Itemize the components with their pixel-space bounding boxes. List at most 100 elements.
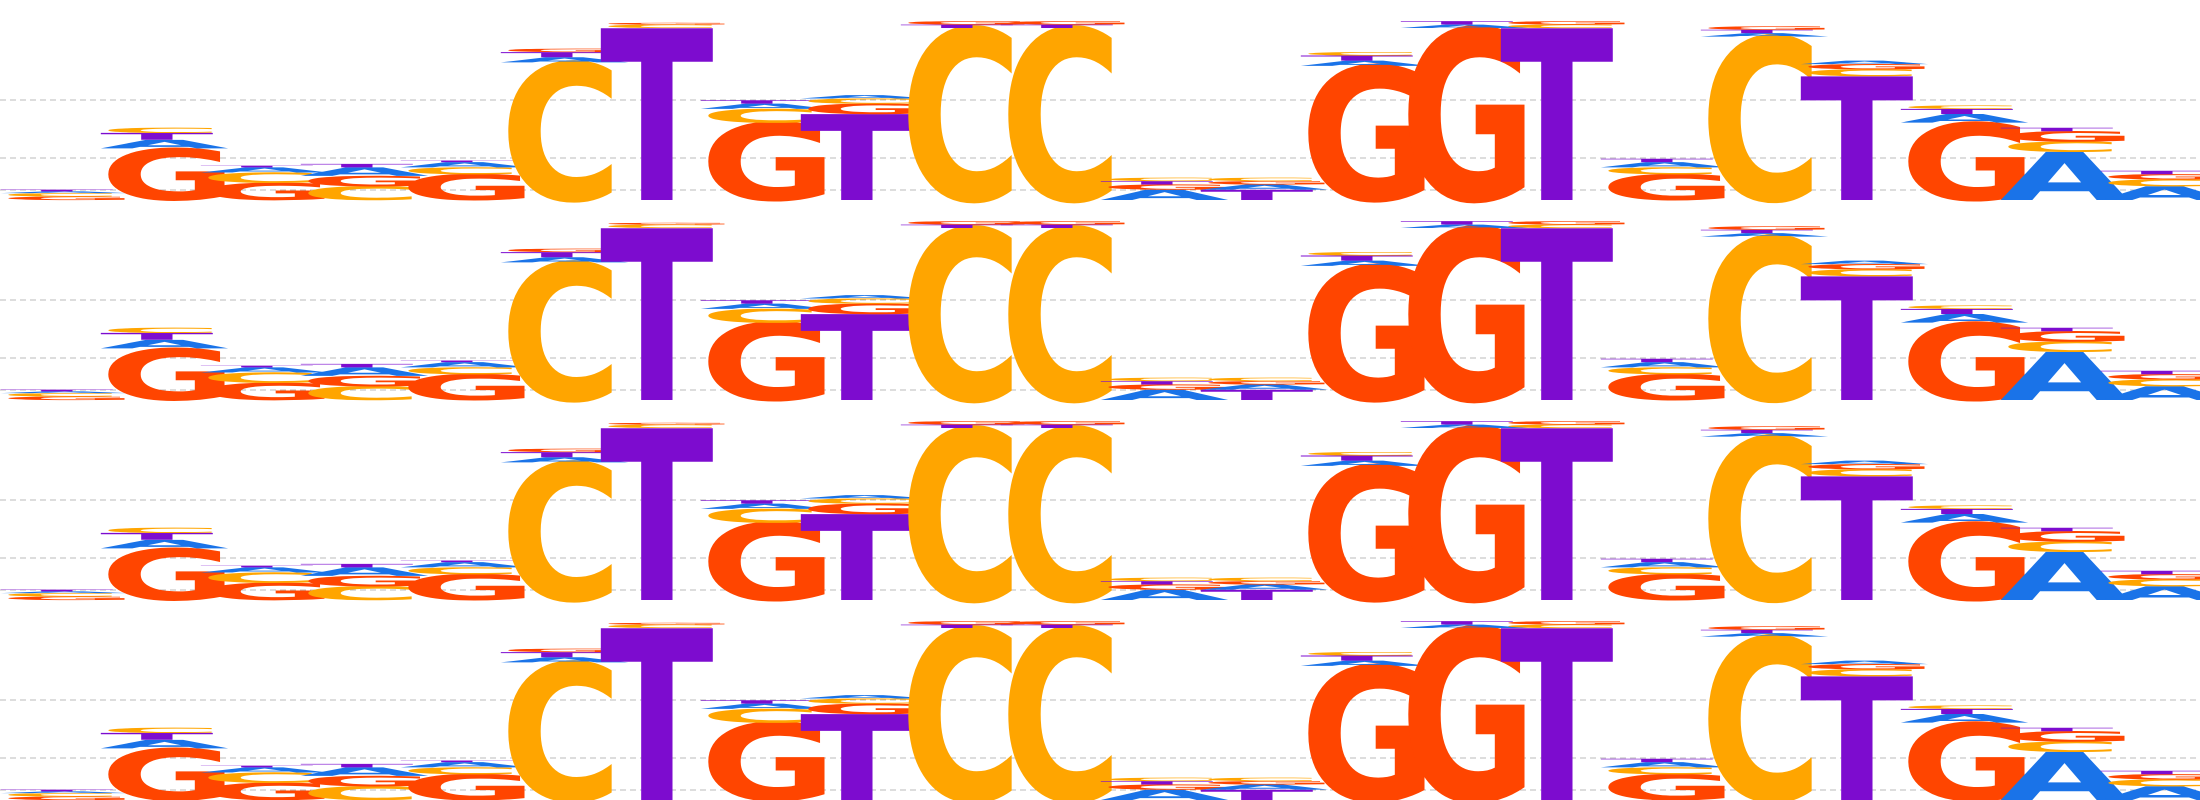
logo-letter-g: G: [1700, 25, 1837, 30]
logo-letter-t: T: [100, 531, 214, 542]
logo-letter-g: G: [1800, 263, 1937, 271]
logo-letter-a: A: [1600, 161, 1729, 169]
logo-letter-g: G: [1700, 225, 1837, 230]
logo-letter-g: G: [1800, 463, 1937, 471]
logo-letter-c: C: [1200, 777, 1322, 782]
logo-letter-g: G: [500, 448, 637, 453]
logo-letter-t: T: [900, 424, 1014, 429]
logo-letter-g: G: [1300, 30, 1437, 244]
logo-letter-t: T: [1800, 443, 1914, 641]
logo-letter-a: A: [1200, 783, 1329, 791]
logo-letter-t: T: [1700, 229, 1814, 234]
logo-letter-c: C: [900, 583, 1022, 800]
logo-letter-g: G: [1300, 430, 1437, 644]
logo-letter-c: C: [700, 505, 822, 527]
logo-letter-c: C: [900, 0, 1022, 257]
logo-letter-a: A: [0, 591, 129, 594]
logo-letter-g: G: [900, 420, 1037, 425]
logo-letter-g: G: [400, 767, 537, 800]
logo-letter-t: T: [1300, 54, 1414, 62]
logo-letter-t: T: [1700, 629, 1814, 634]
logo-letter-c: C: [400, 565, 522, 576]
logo-letter-a: A: [800, 694, 929, 699]
logo-letter-a: A: [1400, 224, 1529, 229]
logo-letter-a: A: [1700, 632, 1829, 637]
logo-letter-g: G: [900, 620, 1037, 625]
logo-letter-g: G: [0, 196, 137, 201]
logo-letter-g: G: [200, 578, 337, 605]
logo-letter-c: C: [0, 792, 122, 797]
logo-letter-g: G: [100, 335, 237, 417]
logo-letter-g: G: [1100, 183, 1237, 191]
logo-letter-g: G: [600, 222, 737, 225]
logo-letter-t: T: [100, 131, 214, 142]
logo-letter-t: T: [1600, 358, 1714, 363]
logo-letter-a: A: [200, 566, 329, 574]
logo-letter-g: G: [300, 173, 437, 189]
logo-letter-c: C: [2000, 539, 2122, 555]
logo-letter-t: T: [1100, 780, 1214, 785]
logo-letter-g: G: [2100, 173, 2200, 181]
logo-letter-g: G: [700, 501, 837, 625]
logo-letter-t: T: [1400, 220, 1514, 225]
logo-letter-c: C: [1800, 667, 1922, 678]
logo-letter-g: G: [100, 735, 237, 800]
logo-letter-t: T: [1700, 429, 1814, 434]
logo-letter-c: C: [2100, 177, 2200, 188]
logo-letter-g: G: [300, 373, 437, 389]
logo-letter-a: A: [500, 656, 629, 664]
logo-letter-c: C: [600, 224, 722, 229]
logo-letter-c: C: [1700, 0, 1822, 253]
logo-letter-g: G: [400, 167, 537, 208]
logo-letter-g: G: [1300, 630, 1437, 800]
logo-letter-g: G: [300, 773, 437, 789]
logo-letter-c: C: [1700, 592, 1822, 800]
logo-letter-a: A: [2000, 739, 2129, 800]
logo-letter-g: G: [1500, 220, 1637, 225]
logo-letter-a: A: [700, 102, 829, 110]
logo-letter-a: A: [400, 761, 529, 769]
logo-letter-g: G: [600, 422, 737, 425]
logo-letter-t: T: [1800, 43, 1914, 241]
logo-letter-c: C: [1600, 165, 1722, 176]
logo-letter-g: G: [700, 101, 837, 225]
logo-letter-a: A: [1900, 712, 2029, 726]
logo-letter-c: C: [2000, 139, 2122, 155]
logo-letter-g: G: [1800, 663, 1937, 671]
logo-letter-c: C: [0, 192, 122, 197]
logo-letter-c: C: [500, 625, 622, 800]
logo-letter-t: T: [1900, 107, 2014, 115]
logo-letter-c: C: [800, 497, 922, 505]
logo-letter-t: T: [1800, 243, 1914, 441]
logo-letter-g: G: [700, 301, 837, 425]
logo-letter-t: T: [300, 163, 414, 168]
logo-letter-t: T: [500, 251, 614, 259]
logo-letter-g: G: [0, 596, 137, 601]
logo-letter-a: A: [1300, 659, 1429, 667]
logo-letter-g: G: [600, 22, 737, 25]
logo-letter-t: T: [400, 560, 514, 563]
logo-letter-g: G: [200, 778, 337, 800]
logo-letter-c: C: [1000, 383, 1122, 657]
logo-letter-t: T: [1200, 187, 1314, 203]
logo-letter-t: T: [700, 499, 814, 504]
logo-letter-c: C: [1300, 51, 1422, 56]
logo-letter-c: C: [1900, 104, 2022, 109]
logo-letter-a: A: [1100, 587, 1229, 603]
logo-letter-c: C: [200, 570, 322, 586]
logo-letter-c: C: [1900, 504, 2022, 509]
logo-letter-a: A: [1600, 761, 1729, 769]
logo-letter-t: T: [2100, 570, 2200, 575]
logo-letter-t: T: [1600, 758, 1714, 763]
logo-letter-t: T: [800, 91, 914, 228]
logo-letter-c: C: [0, 392, 122, 397]
logo-letter-a: A: [300, 165, 429, 179]
logo-letter-a: A: [200, 766, 329, 774]
logo-letter-a: A: [2000, 139, 2129, 216]
logo-letter-g: G: [1200, 180, 1337, 185]
logo-letter-c: C: [0, 592, 122, 597]
logo-letter-c: C: [700, 705, 822, 727]
logo-letter-t: T: [600, 383, 714, 657]
logo-letter-t: T: [1500, 183, 1614, 457]
logo-letter-c: C: [100, 526, 222, 534]
